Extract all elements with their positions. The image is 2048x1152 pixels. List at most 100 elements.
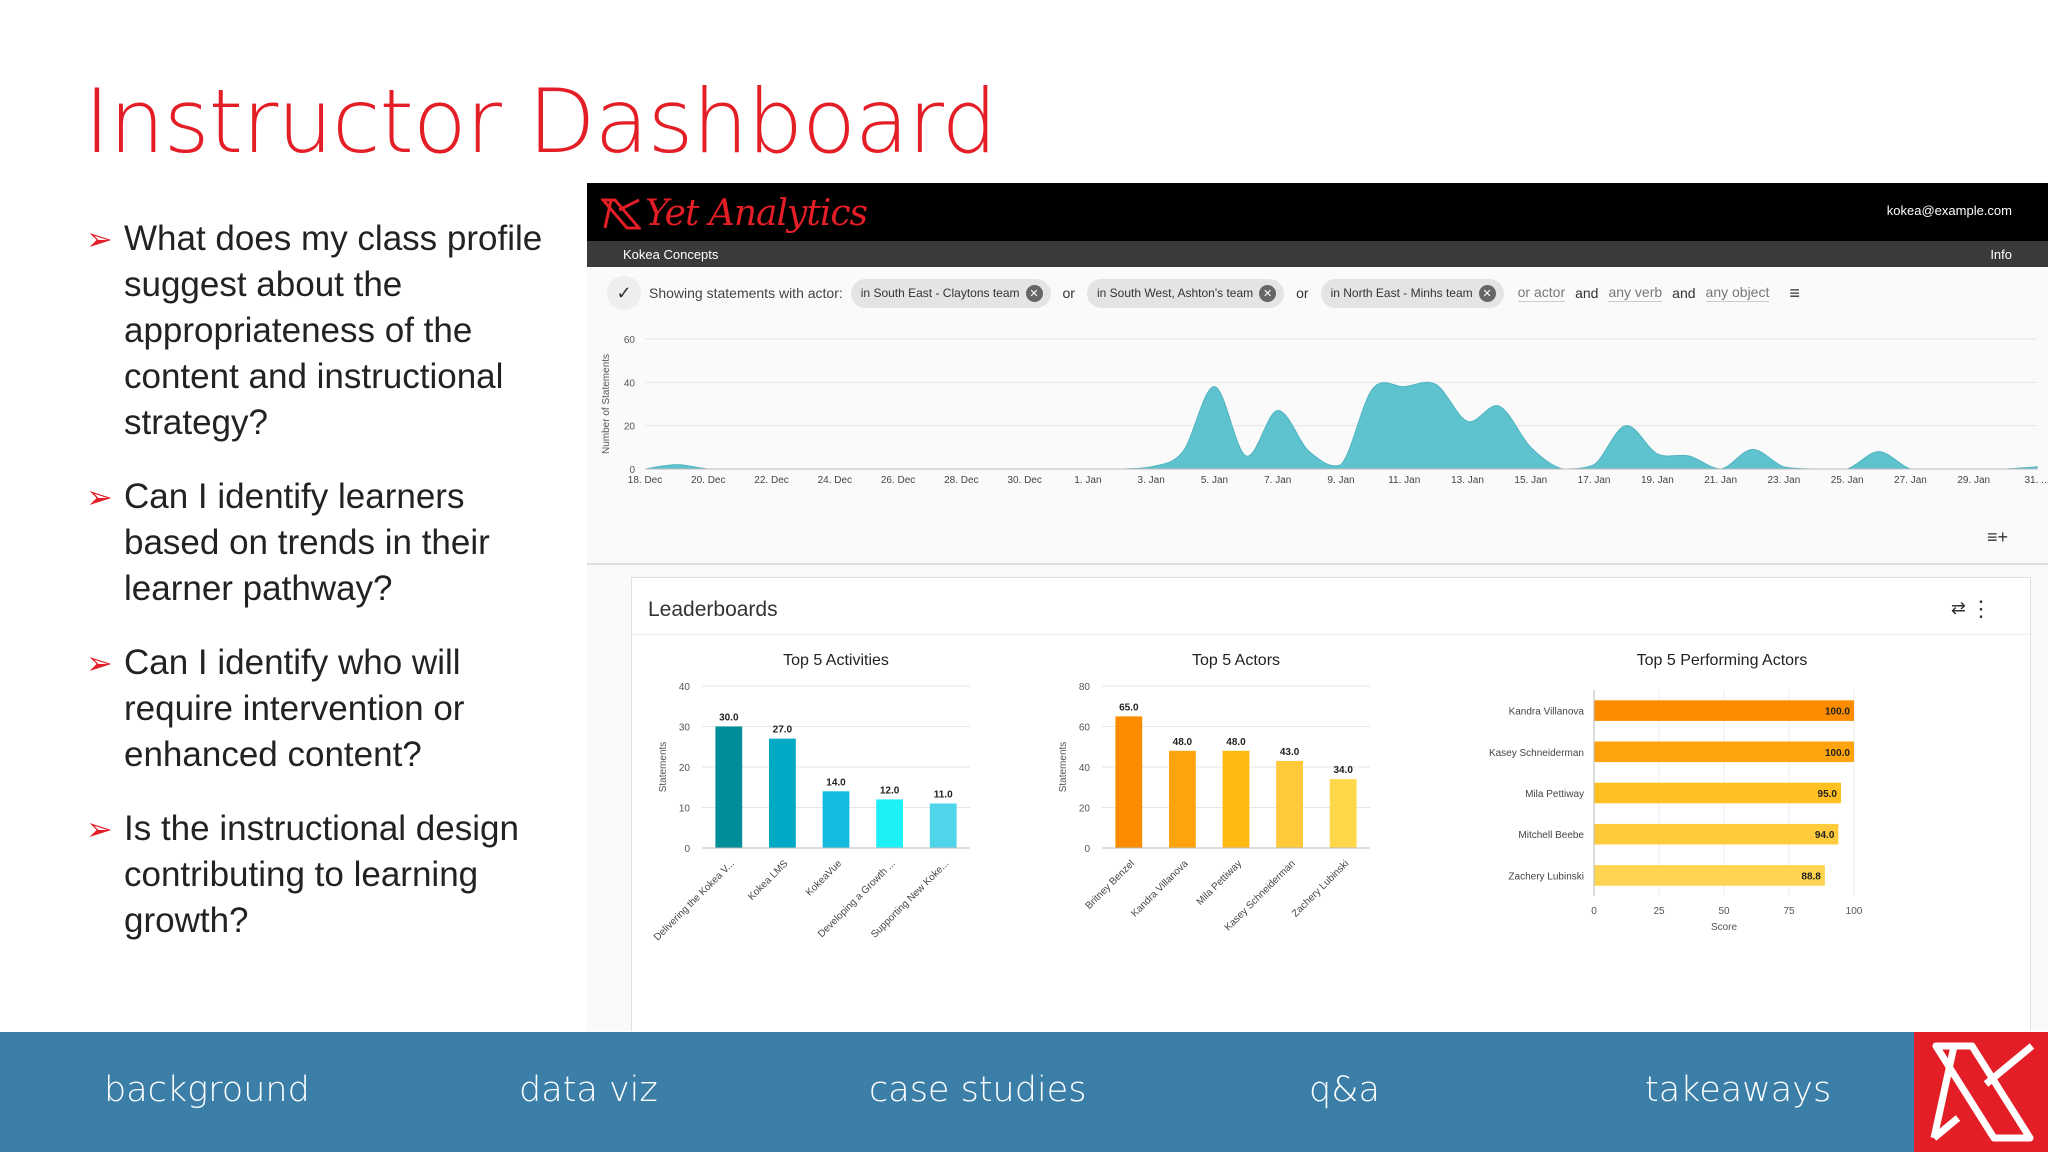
y-axis-label: Number of Statements [601, 354, 612, 454]
data-label: 100.0 [1825, 707, 1850, 718]
chart-title: Top 5 Actors [1192, 652, 1280, 669]
x-tick-label: 20. Dec [691, 475, 725, 486]
or-actor-input[interactable]: or actor [1517, 284, 1566, 302]
x-tick-label: 31. ... [2024, 475, 2048, 486]
bar [1329, 779, 1357, 848]
arrow-bullet-icon: ➢ [86, 479, 113, 515]
more-vert-icon[interactable]: ⋮ [1970, 596, 1992, 621]
bar [1594, 741, 1854, 763]
question-list: ➢ What does my class profile suggest abo… [86, 216, 566, 972]
chip-close-icon[interactable]: ✕ [1478, 284, 1496, 302]
category-label: Zachery Lubinski [1508, 871, 1584, 882]
category-label: Zachery Lubinski [1290, 858, 1351, 919]
top-actors-chart: Top 5 Actors 0 20 40 60 80 Statements 65.0 Britn… [1058, 652, 1370, 933]
data-label: 88.8 [1801, 871, 1821, 882]
x-tick-label: 11. Jan [1388, 475, 1420, 486]
conjunction: or [1062, 285, 1075, 301]
data-label: 30.0 [719, 713, 739, 724]
x-tick-label: 7. Jan [1264, 475, 1291, 486]
data-label: 43.0 [1280, 747, 1300, 758]
yet-logo-icon [1914, 1032, 2048, 1152]
question-text: What does my class profile suggest about… [124, 219, 543, 442]
y-tick-label: 0 [629, 465, 635, 476]
data-label: 95.0 [1818, 789, 1838, 800]
x-tick-label: 26. Dec [881, 475, 915, 486]
bar [1594, 823, 1839, 845]
x-tick-label: 23. Jan [1768, 475, 1801, 486]
x-tick-label: 22. Dec [754, 475, 788, 486]
nav-takeaways[interactable]: takeaways [1645, 1070, 1832, 1110]
nav-qa[interactable]: q&a [1309, 1070, 1380, 1110]
verb-input[interactable]: any verb [1608, 284, 1663, 302]
x-tick-label: 15. Jan [1514, 475, 1547, 486]
y-tick-label: 20 [624, 422, 636, 433]
y-tick-label: 40 [679, 682, 691, 693]
sort-icon[interactable]: ≡ [1789, 282, 1800, 303]
page-title: Instructor Dashboard [84, 70, 997, 173]
y-tick-label: 40 [624, 378, 636, 389]
chip-close-icon[interactable]: ✕ [1025, 284, 1043, 302]
chart-title: Top 5 Activities [783, 652, 889, 669]
y-tick-label: 10 [679, 804, 691, 815]
question-item: ➢ Can I identify who will require interv… [86, 640, 566, 778]
actor-chip[interactable]: in South West, Ashton's team ✕ [1086, 278, 1285, 308]
x-tick-label: 18. Dec [628, 475, 662, 486]
bar [1169, 750, 1196, 848]
nav-case-studies[interactable]: case studies [869, 1070, 1087, 1110]
top-performing-chart: Top 5 Performing Actors 0 25 50 75 100 Score 10… [1489, 652, 1863, 933]
nav-data-viz[interactable]: data viz [519, 1070, 658, 1110]
footer-nav: background data viz case studies q&a tak… [0, 1032, 2048, 1152]
filter-prefix: Showing statements with actor: [649, 285, 843, 301]
question-text: Can I identify learners based on trends … [124, 477, 490, 608]
arrow-bullet-icon: ➢ [86, 811, 113, 847]
info-link[interactable]: Info [1990, 247, 2012, 262]
chart-title: Top 5 Performing Actors [1637, 652, 1808, 669]
x-tick-label: 5. Jan [1201, 475, 1228, 486]
y-tick-label: 20 [679, 763, 691, 774]
swap-icon[interactable]: ⇄ [1950, 598, 1966, 618]
project-name[interactable]: Kokea Concepts [623, 247, 719, 262]
question-item: ➢ Can I identify learners based on trend… [86, 474, 566, 612]
y-tick-label: 0 [684, 844, 690, 855]
add-list-icon[interactable]: ≡+ [1986, 527, 2008, 547]
bar [1594, 782, 1841, 804]
y-tick-label: 30 [679, 723, 691, 734]
object-input[interactable]: any object [1705, 284, 1770, 302]
brand[interactable]: Yet Analytics [601, 193, 868, 234]
dashboard-subbar: Kokea Concepts Info [587, 241, 2048, 267]
category-label: Kandra Villanova [1129, 858, 1190, 919]
actor-chip[interactable]: in North East - Minhs team ✕ [1320, 278, 1504, 308]
y-tick-label: 80 [1079, 682, 1091, 693]
x-tick-label: 9. Jan [1327, 475, 1354, 486]
divider [632, 634, 2030, 635]
filter-bar: ✓ Showing statements with actor: in Sout… [607, 273, 2027, 313]
user-email[interactable]: kokea@example.com [1886, 203, 2012, 218]
chip-close-icon[interactable]: ✕ [1259, 284, 1277, 302]
data-label: 27.0 [773, 725, 793, 736]
nav-background[interactable]: background [104, 1070, 310, 1110]
category-label: Britney Benzel [1084, 858, 1137, 911]
top-activities-chart: Top 5 Activities 0 10 20 30 40 Statements 30.0 D… [652, 652, 970, 943]
actor-chip[interactable]: in South East - Claytons team ✕ [850, 278, 1051, 308]
data-label: 14.0 [826, 777, 846, 788]
leaderboards-card: Leaderboards ⇄ ⋮ Top 5 Activities 0 10 20 30… [631, 577, 2031, 1031]
check-icon[interactable]: ✓ [607, 276, 641, 310]
x-tick-label: 17. Jan [1578, 475, 1611, 486]
x-tick-label: 13. Jan [1451, 475, 1484, 486]
conjunction: and [1575, 285, 1599, 301]
data-label: 94.0 [1815, 830, 1835, 841]
y-axis-label: Statements [658, 742, 669, 793]
brand-name: Yet Analytics [645, 193, 868, 234]
x-tick-label: 27. Jan [1894, 475, 1927, 486]
y-tick-label: 60 [1079, 723, 1091, 734]
data-label: 100.0 [1825, 748, 1850, 759]
data-label: 65.0 [1119, 702, 1139, 713]
category-label: Kokea LMS [746, 858, 791, 903]
x-tick-label: 3. Jan [1138, 475, 1165, 486]
x-tick-label: 24. Dec [818, 475, 852, 486]
x-tick-label: 29. Jan [1957, 475, 1990, 486]
category-label: Kandra Villanova [1509, 707, 1585, 718]
x-tick-label: 19. Jan [1641, 475, 1674, 486]
question-text: Is the instructional design contributing… [124, 809, 519, 940]
